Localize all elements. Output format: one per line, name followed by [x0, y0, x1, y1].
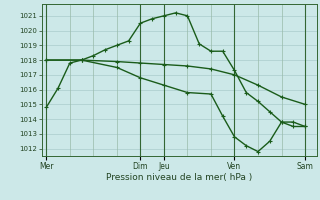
- X-axis label: Pression niveau de la mer( hPa ): Pression niveau de la mer( hPa ): [106, 173, 252, 182]
